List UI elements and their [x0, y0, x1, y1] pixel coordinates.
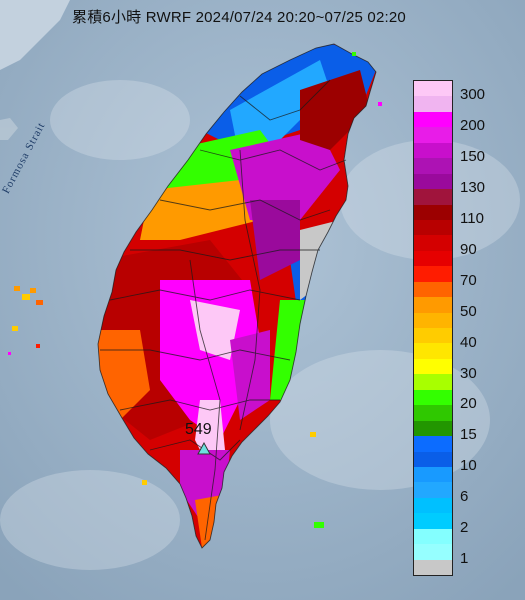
county-boundaries [97, 43, 377, 549]
offshore-echoes [8, 52, 382, 528]
legend-swatch [414, 81, 452, 97]
legend-label: 130 [460, 179, 486, 197]
legend-label: 6 [460, 488, 469, 506]
map-title: 累積6小時 RWRF 2024/07/24 20:20~07/25 02:20 [72, 9, 406, 26]
legend-swatch [414, 513, 452, 529]
legend-swatch [414, 466, 452, 483]
legend-label: 200 [460, 117, 486, 135]
legend-swatch [414, 250, 452, 267]
color-legend [413, 80, 453, 576]
legend-swatch [414, 235, 452, 251]
legend-swatch [414, 142, 452, 159]
legend-swatch [414, 358, 452, 375]
legend-swatch [414, 96, 452, 112]
legend-swatch [414, 405, 452, 421]
legend-swatch [414, 204, 452, 220]
legend-swatch [414, 343, 452, 359]
legend-label: 150 [460, 148, 486, 166]
legend-swatch [414, 312, 452, 328]
legend-swatch [414, 497, 452, 514]
legend-label: 30 [460, 364, 477, 382]
legend-swatch [414, 111, 452, 128]
legend-swatch [414, 544, 452, 560]
peak-value-label: 549 [185, 421, 212, 438]
legend-swatch [414, 266, 452, 282]
legend-swatch [414, 127, 452, 143]
legend-swatch [414, 189, 452, 205]
legend-label: 90 [460, 240, 477, 258]
legend-swatch [414, 482, 452, 498]
legend-label: 40 [460, 333, 477, 351]
legend-swatch [414, 528, 452, 545]
legend-swatch [414, 374, 452, 390]
legend-label: 20 [460, 395, 477, 413]
legend-swatch [414, 436, 452, 452]
legend-label: 300 [460, 86, 486, 104]
legend-swatch [414, 281, 452, 298]
legend-label: 70 [460, 271, 477, 289]
legend-label: 1 [460, 549, 469, 567]
legend-swatch [414, 328, 452, 344]
peak-marker-icon [197, 441, 211, 455]
legend-swatch [414, 559, 452, 575]
legend-swatch [414, 219, 452, 236]
legend-swatch [414, 297, 452, 313]
legend-swatch [414, 158, 452, 174]
legend-swatch [414, 451, 452, 467]
legend-label: 50 [460, 302, 477, 320]
legend-swatch [414, 420, 452, 437]
legend-swatch [414, 173, 452, 190]
legend-label: 10 [460, 457, 477, 475]
china-coast [0, 0, 70, 140]
legend-swatch [414, 389, 452, 406]
legend-label: 2 [460, 519, 469, 537]
legend-label: 110 [460, 210, 484, 228]
legend-label: 15 [460, 426, 477, 444]
rainfall-field [98, 44, 376, 548]
